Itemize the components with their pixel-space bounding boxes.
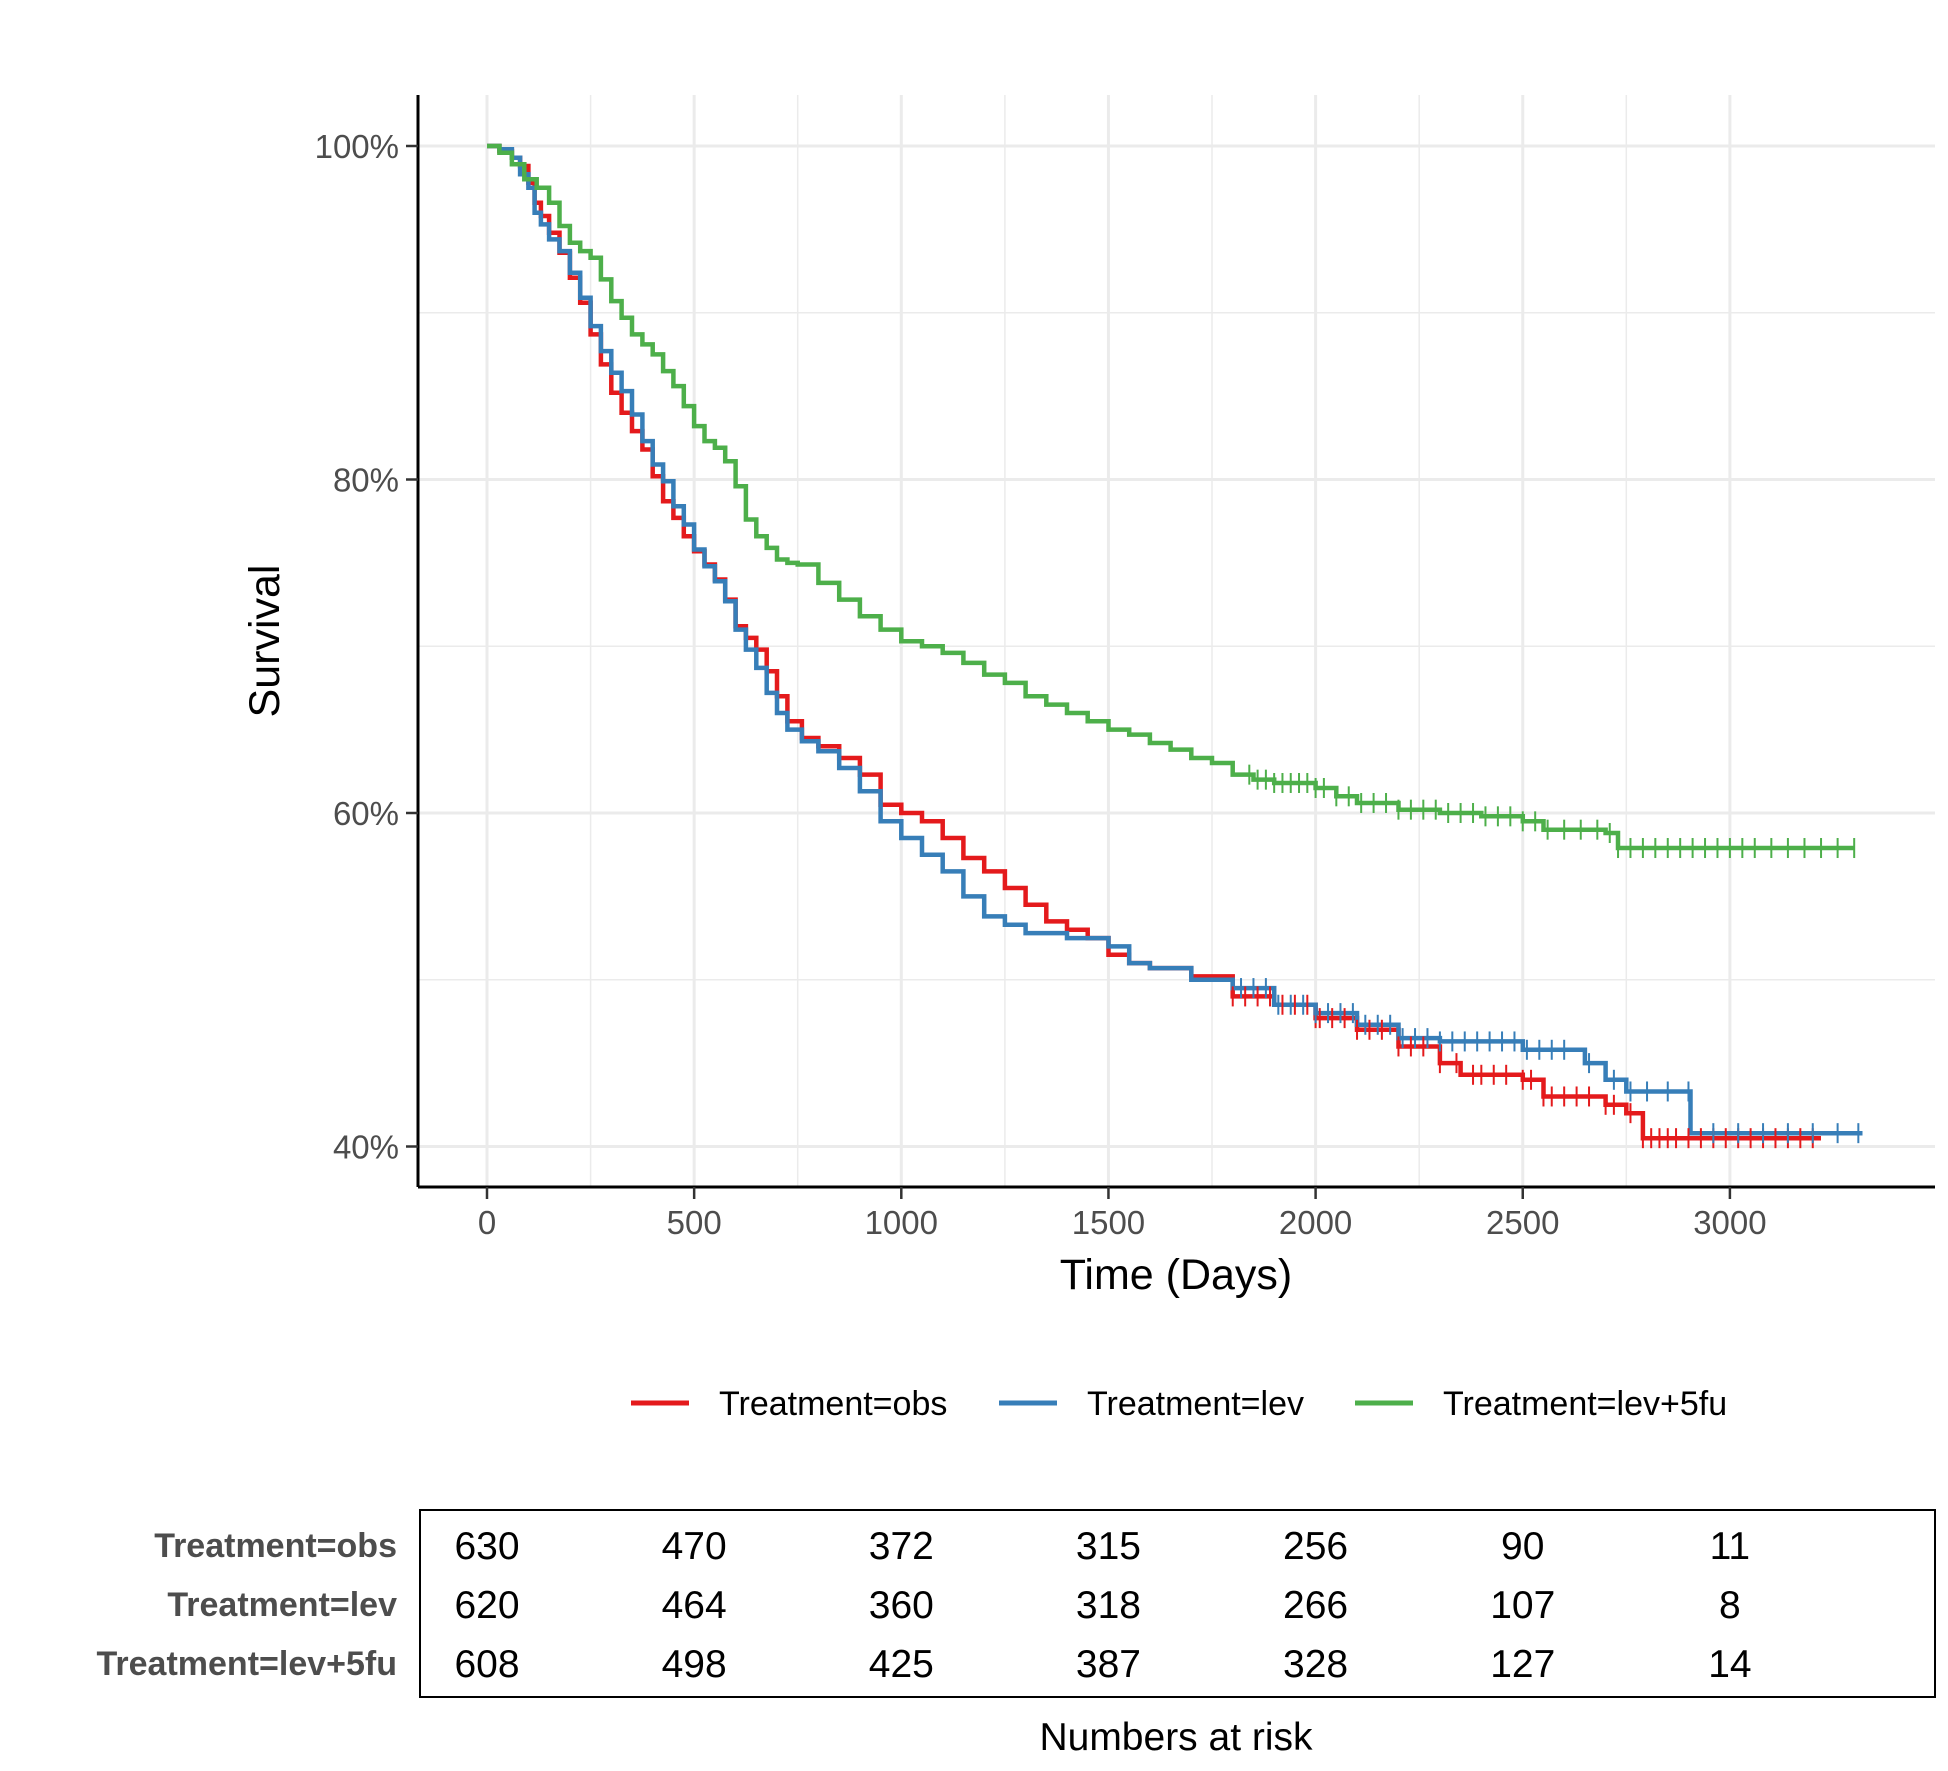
legend-label-0: Treatment=obs (719, 1385, 947, 1423)
risk-table-title: Numbers at risk (1039, 1716, 1313, 1759)
risk-value-cell: 14 (1708, 1643, 1751, 1686)
risk-value-cell: 256 (1283, 1525, 1348, 1568)
risk-value-cell: 470 (662, 1525, 727, 1568)
x-axis-title: Time (Days) (1060, 1251, 1293, 1299)
risk-value-cell: 464 (662, 1584, 727, 1627)
x-ticks: 0 500 1000 1500 2000 2500 3000 (478, 1187, 1767, 1241)
risk-value-cell: 620 (454, 1584, 519, 1627)
risk-row-label: Treatment=lev (167, 1586, 397, 1624)
y-tick-label: 60% (333, 795, 399, 832)
risk-value-cell: 90 (1501, 1525, 1544, 1568)
x-tick-label: 2000 (1279, 1204, 1352, 1241)
risk-value-cell: 315 (1076, 1525, 1141, 1568)
risk-row-label: Treatment=obs (154, 1527, 397, 1565)
risk-table-border (419, 1509, 1936, 1698)
y-axis-title: Survival (241, 565, 289, 718)
legend-label-2: Treatment=lev+5fu (1443, 1385, 1727, 1423)
x-tick-label: 3000 (1693, 1204, 1766, 1241)
y-tick-label: 40% (333, 1129, 399, 1166)
grid (418, 95, 1935, 1187)
risk-value-cell: 630 (454, 1525, 519, 1568)
risk-value-cell: 498 (662, 1643, 727, 1686)
series-line-2 (487, 143, 1855, 851)
risk-value-cell: 425 (869, 1643, 934, 1686)
x-tick-label: 1500 (1072, 1204, 1145, 1241)
x-tick-label: 2500 (1486, 1204, 1559, 1241)
x-tick-label: 1000 (865, 1204, 938, 1241)
risk-table: Treatment=obs 630 470 372 315 256 90 11 Treatmen… (97, 1509, 1936, 1698)
censor-marks (1231, 764, 1860, 1149)
risk-value-cell: 328 (1283, 1643, 1348, 1686)
x-tick-label: 500 (667, 1204, 722, 1241)
axes (416, 95, 1935, 1189)
risk-value-cell: 360 (869, 1584, 934, 1627)
risk-value-cell: 387 (1076, 1643, 1141, 1686)
risk-value-cell: 8 (1719, 1584, 1741, 1627)
x-tick-label: 0 (478, 1204, 496, 1241)
risk-value-cell: 318 (1076, 1584, 1141, 1627)
legend: Treatment=obs Treatment=lev Treatment=lev+… (631, 1385, 1727, 1423)
legend-label-1: Treatment=lev (1087, 1385, 1304, 1423)
risk-row-label: Treatment=lev+5fu (97, 1645, 397, 1683)
risk-value-cell: 11 (1710, 1525, 1751, 1568)
y-tick-label: 80% (333, 462, 399, 499)
risk-value-cell: 608 (454, 1643, 519, 1686)
risk-value-cell: 372 (869, 1525, 934, 1568)
risk-value-cell: 127 (1490, 1643, 1555, 1686)
y-ticks: 40% 60% 80% 100% (315, 128, 418, 1166)
y-tick-label: 100% (315, 128, 399, 165)
risk-value-cell: 266 (1283, 1584, 1348, 1627)
risk-value-cell: 107 (1490, 1584, 1555, 1627)
series-line-1 (487, 143, 1863, 1136)
